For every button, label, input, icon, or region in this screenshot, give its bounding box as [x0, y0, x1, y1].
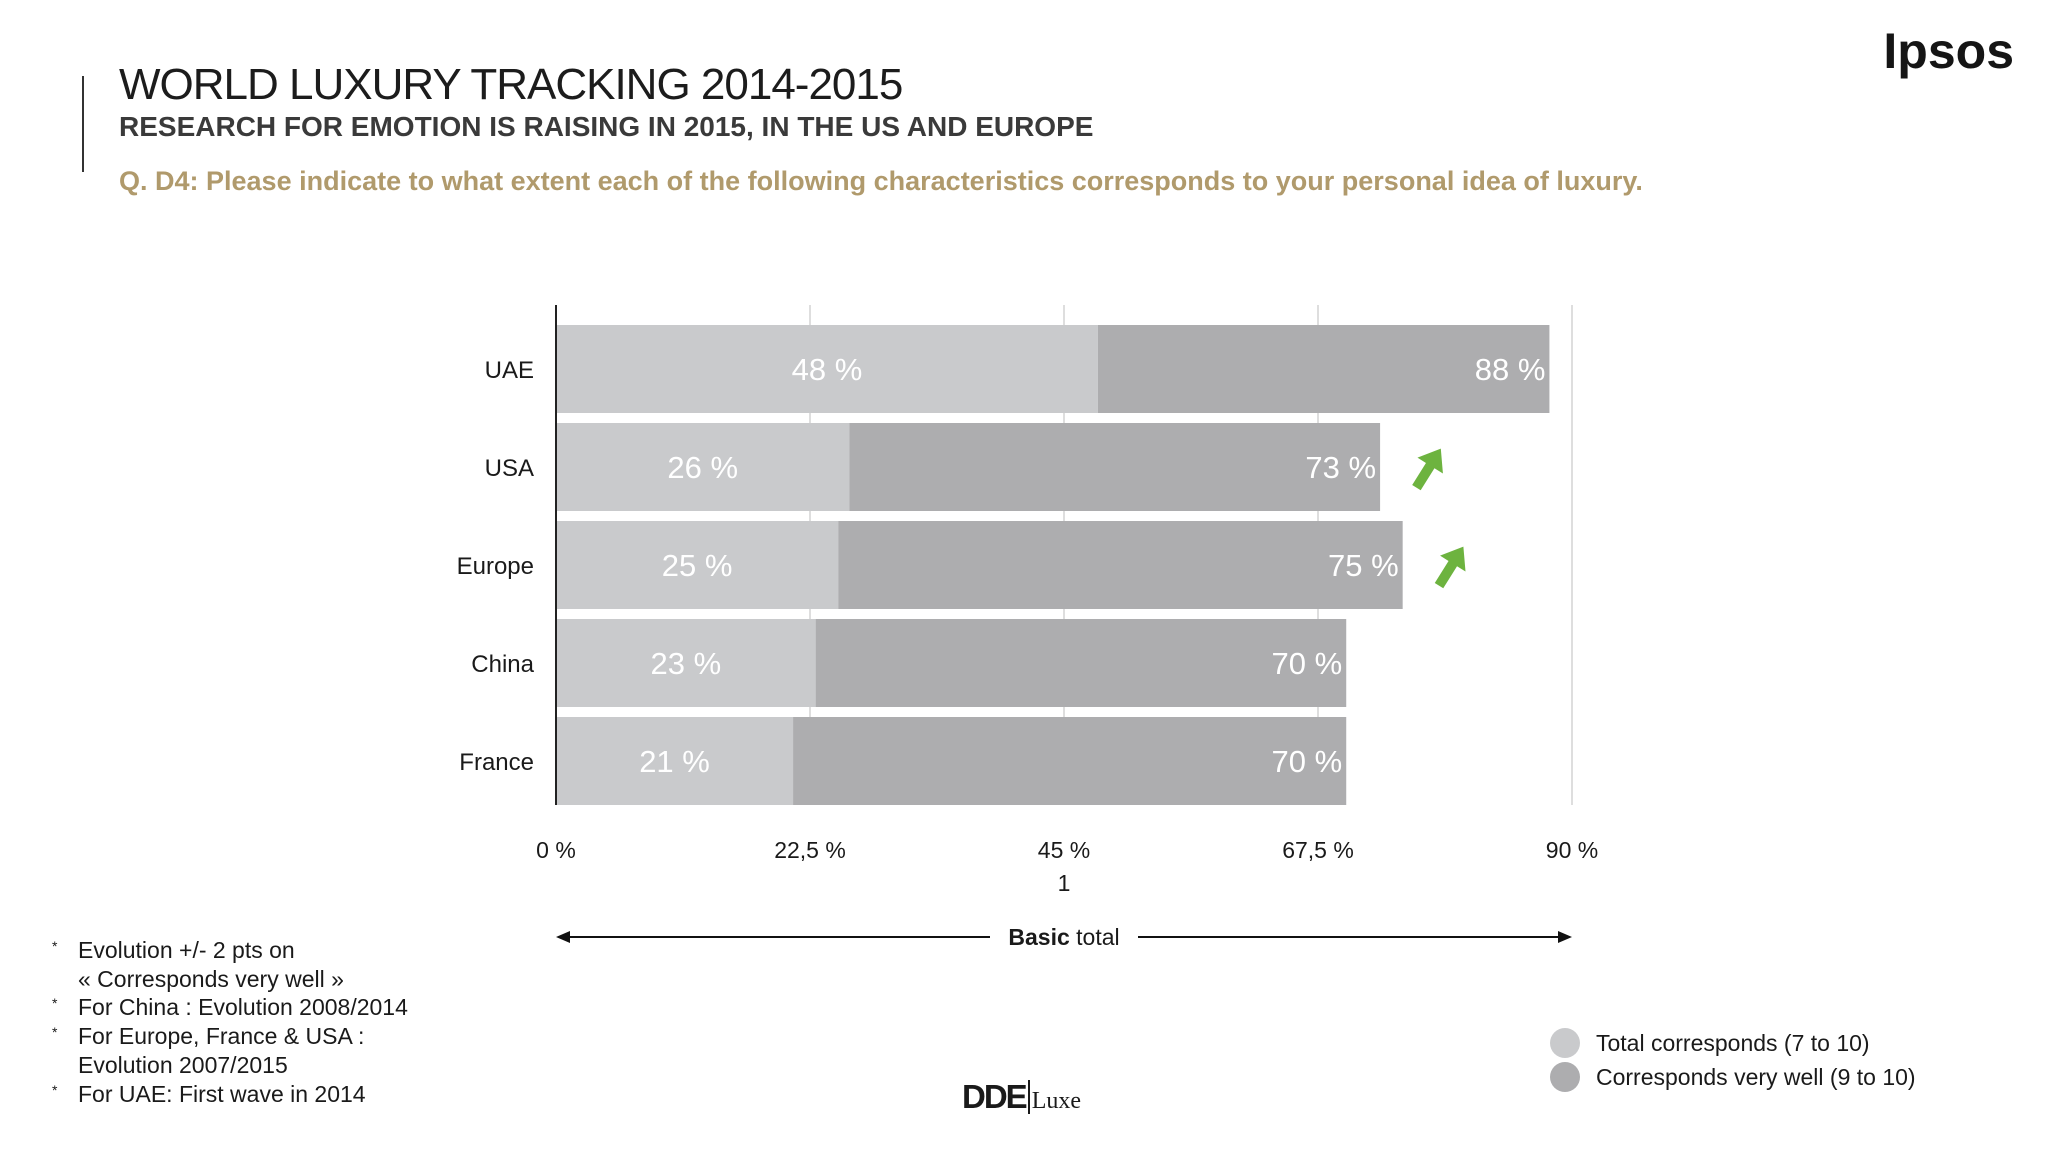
footnote-text: For Europe, France & USA : [78, 1023, 365, 1050]
footnote: * For Europe, France & USA : [52, 1023, 365, 1050]
page-subtitle: RESEARCH FOR EMOTION IS RAISING IN 2015,… [119, 111, 1094, 142]
legend-swatch-total [1550, 1028, 1580, 1058]
ipsos-logo: Ipsos [1883, 23, 2014, 79]
bar-total [1097, 325, 1550, 413]
bar-label-total: 70 % [1272, 744, 1343, 779]
category-label: Europe [457, 553, 534, 580]
chart-legend: Total corresponds (7 to 10) Corresponds … [1550, 1026, 1916, 1094]
category-label: USA [485, 455, 534, 482]
bar-label-total: 75 % [1328, 548, 1399, 583]
trend-up-arrow-icon [1412, 448, 1443, 491]
logo-main-text: DDE [962, 1078, 1028, 1115]
bar-label-total: 88 % [1475, 352, 1546, 387]
bar-label-very-well: 21 % [639, 744, 710, 779]
legend-item-very-well: Corresponds very well (9 to 10) [1550, 1060, 1916, 1094]
legend-swatch-very-well [1550, 1062, 1580, 1092]
survey-question: Q. D4: Please indicate to what extent ea… [119, 166, 1643, 196]
header-rule [82, 76, 84, 172]
legend-label-very-well: Corresponds very well (9 to 10) [1596, 1063, 1916, 1090]
bar-very-well [556, 619, 816, 707]
footnote-text: For China : Evolution 2008/2014 [78, 994, 408, 1021]
bar-very-well [556, 325, 1098, 413]
axis-title-rest: total [1070, 924, 1120, 950]
x-tick-label: 67,5 % [1282, 837, 1354, 863]
footnote: * Evolution +/- 2 pts on [52, 937, 295, 963]
bar-very-well [556, 423, 850, 511]
footnote: * For China : Evolution 2008/2014 [52, 994, 408, 1021]
trend-up-arrow-icon [1434, 546, 1466, 589]
x-tick-label: 22,5 % [774, 837, 846, 863]
category-label: France [459, 749, 534, 776]
legend-item-total: Total corresponds (7 to 10) [1550, 1026, 1916, 1060]
category-label: UAE [485, 357, 534, 384]
axis-title-bold: Basic [1008, 924, 1070, 950]
footnotes: * Evolution +/- 2 pts on « Corresponds ve… [52, 936, 408, 1108]
footnote: « Corresponds very well » [52, 965, 408, 994]
logo-sub-text: Luxe [1031, 1088, 1081, 1114]
bar-label-very-well: 25 % [662, 548, 733, 583]
category-label: China [471, 651, 534, 678]
bar-label-very-well: 48 % [792, 352, 863, 387]
axis-sub-label: 1 [1058, 870, 1071, 896]
bar-label-very-well: 23 % [650, 646, 721, 681]
page-title: WORLD LUXURY TRACKING 2014-2015 [119, 60, 903, 109]
dde-luxe-logo: DDE Luxe [962, 1078, 1081, 1116]
axis-title: Basic total [1008, 924, 1119, 950]
bar-label-total: 70 % [1272, 646, 1343, 681]
bar-label-total: 73 % [1305, 450, 1376, 485]
bar-very-well [556, 521, 839, 609]
footnote-text: « Corresponds very well » [78, 965, 344, 992]
bar-total [838, 521, 1403, 609]
logo-separator [1027, 1080, 1030, 1114]
footnote: Evolution 2007/2015 [52, 1051, 408, 1080]
basic-total-axis: Basic total [556, 924, 1572, 950]
legend-label-total: Total corresponds (7 to 10) [1596, 1029, 1870, 1056]
bar-very-well [556, 717, 794, 805]
footnote: * For UAE: First wave in 2014 [52, 1080, 366, 1107]
x-tick-label: 45 % [1038, 837, 1090, 863]
bar-total [793, 717, 1347, 805]
bar-total [815, 619, 1347, 707]
x-tick-label: 90 % [1546, 837, 1598, 863]
x-tick-label: 0 % [536, 837, 576, 863]
footnote-text: Evolution +/- 2 pts on [78, 937, 295, 963]
bar-label-very-well: 26 % [667, 450, 738, 485]
bar-total [849, 423, 1381, 511]
footnote-text: For UAE: First wave in 2014 [78, 1080, 366, 1107]
footnote-text: Evolution 2007/2015 [78, 1051, 288, 1078]
